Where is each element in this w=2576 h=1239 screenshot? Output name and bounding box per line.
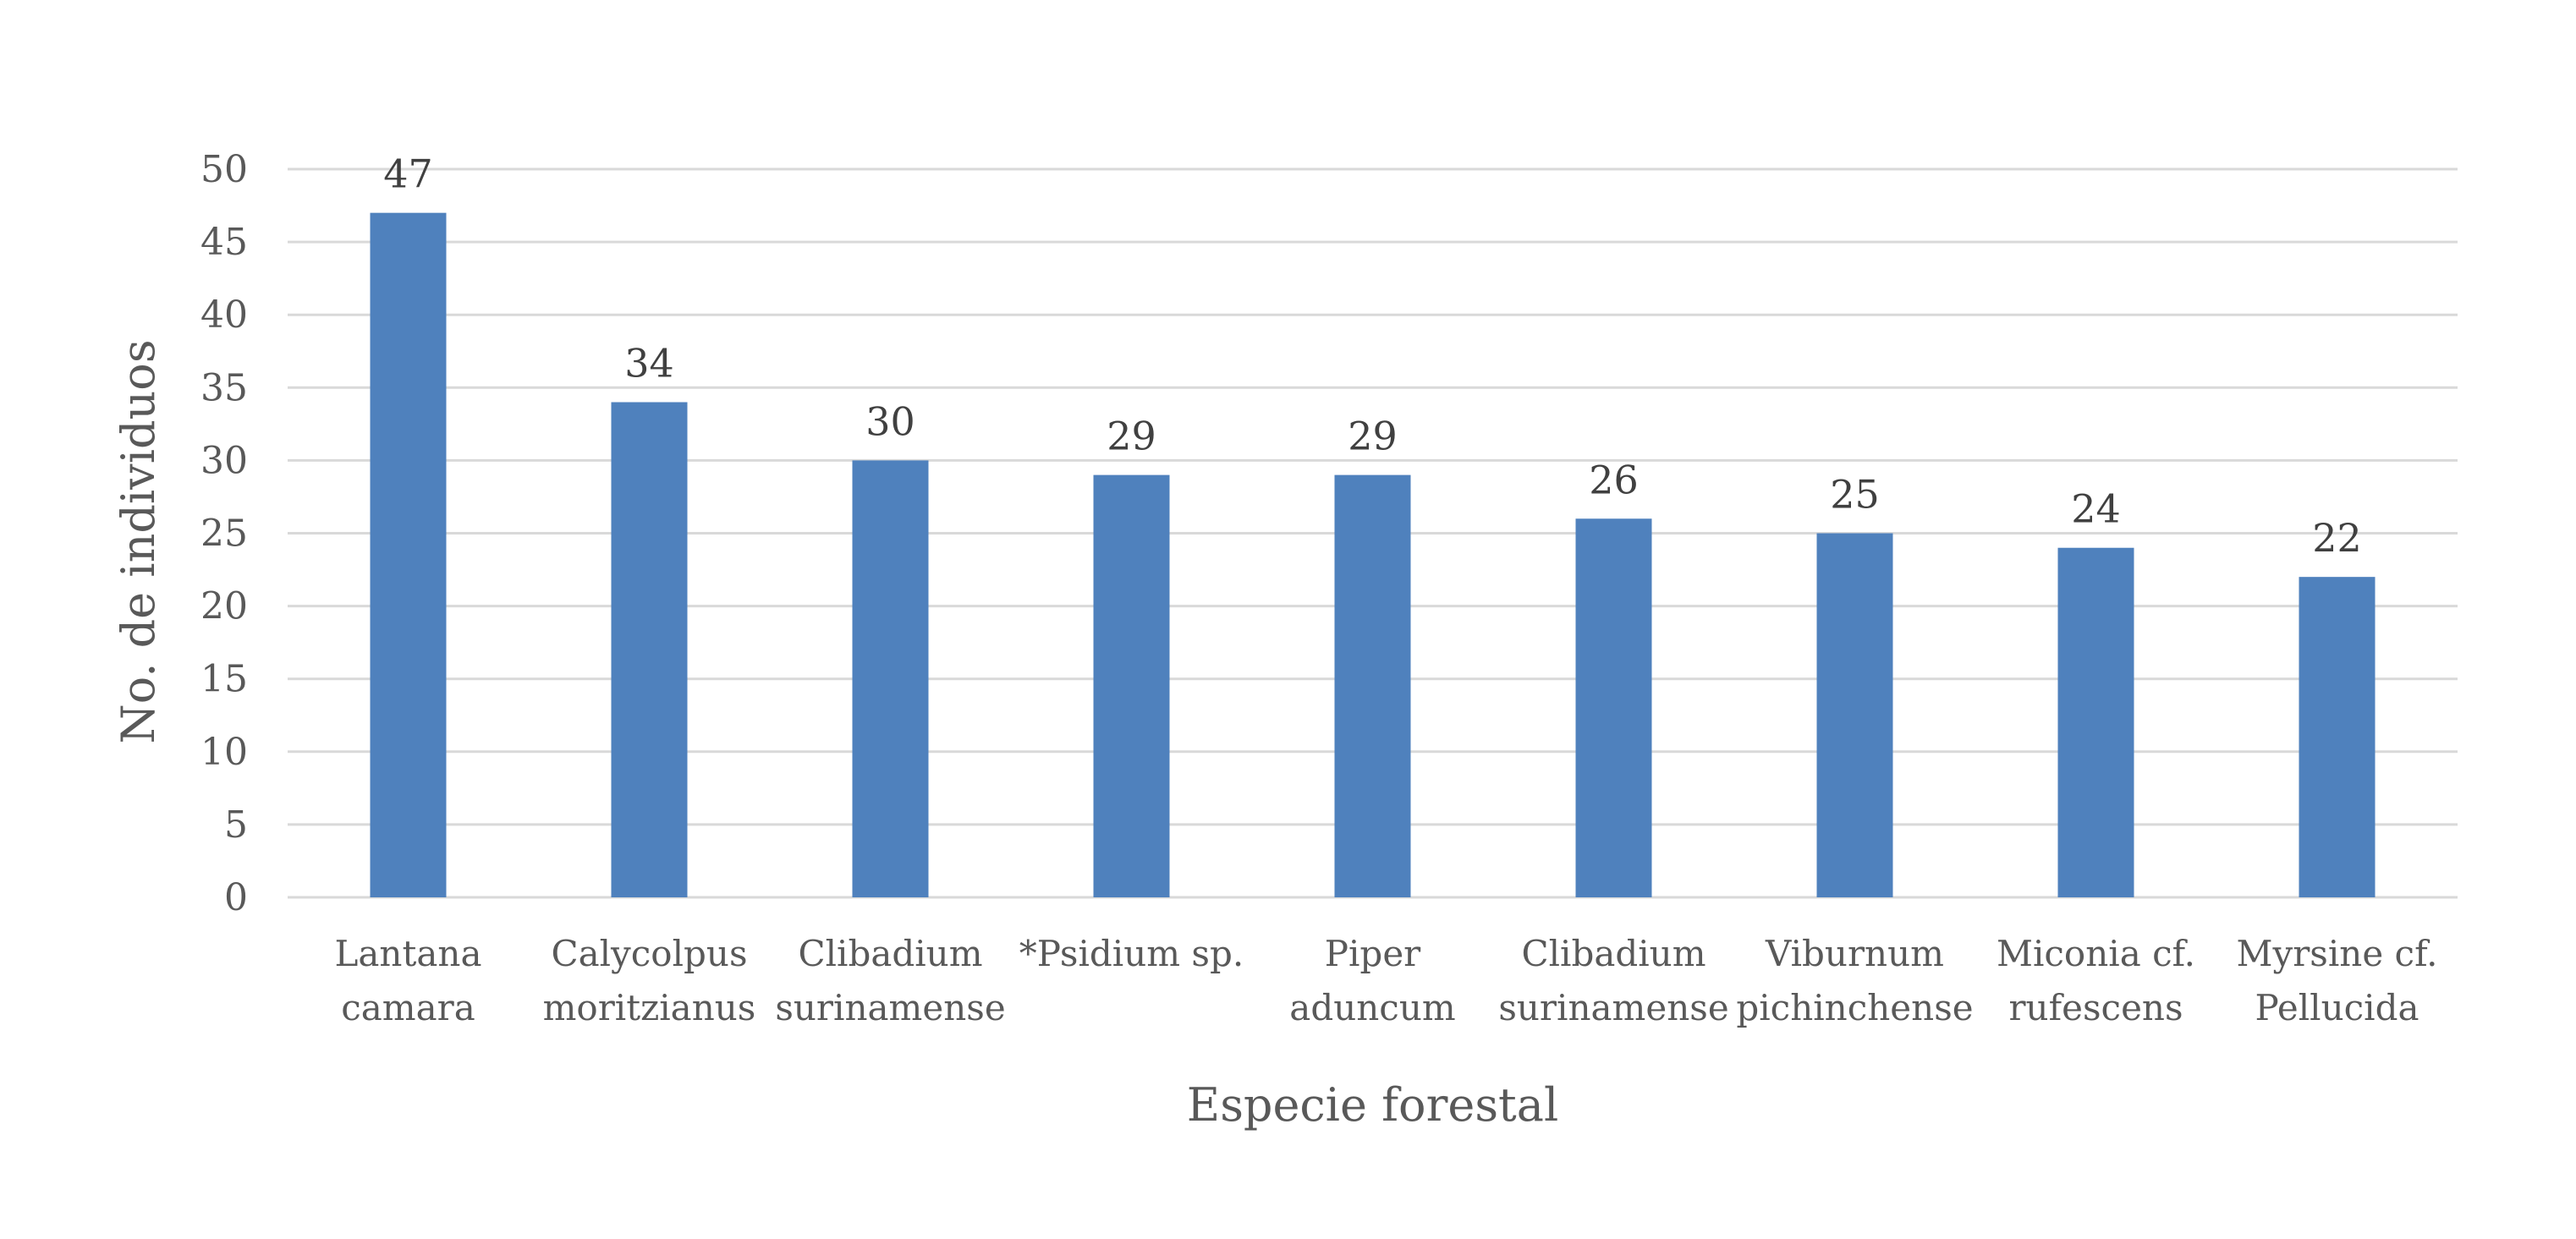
bar [1575,518,1652,897]
data-label: 24 [2071,486,2121,532]
category-label: camara [341,987,475,1028]
category-label: Myrsine cf. [2237,933,2438,974]
bar [370,212,447,897]
category-label: moritzianus [543,987,756,1028]
category-label: aduncum [1289,987,1455,1028]
y-tick-label: 30 [200,439,248,482]
y-tick-label: 25 [200,513,248,556]
bar [852,460,929,897]
category-label: Clibadium [798,933,982,974]
y-tick-label: 40 [200,293,248,337]
category-label: surinamense [1498,987,1728,1028]
x-axis-title: Especie forestal [1187,1078,1558,1132]
category-label: Calycolpus [551,933,747,974]
y-tick-label: 0 [224,876,248,919]
bars [370,212,2376,897]
bar [1334,474,1411,897]
bar [2057,547,2134,897]
category-label: Pellucida [2255,987,2419,1028]
bar [1093,474,1170,897]
y-tick-label: 35 [200,366,248,409]
y-tick-label: 50 [200,148,248,191]
bar [1816,533,1893,897]
data-label: 22 [2312,515,2362,561]
data-label: 30 [865,398,915,444]
category-label: surinamense [775,987,1005,1028]
data-label: 47 [383,151,433,197]
category-label: rufescens [2008,987,2183,1028]
bar [2299,577,2376,897]
category-label: Clibadium [1521,933,1705,974]
data-labels: 47 34 30 29 29 26 25 24 22 [383,151,2362,561]
y-tick-label: 10 [200,731,248,774]
y-tick-label: 45 [200,221,248,264]
data-label: 25 [1830,472,1880,518]
y-tick-label: 15 [200,658,248,701]
data-label: 29 [1107,414,1156,459]
data-label: 34 [624,341,674,387]
data-label: 26 [1589,457,1639,502]
bar [611,402,688,897]
y-axis-ticks: 0 5 10 15 20 25 30 35 40 45 50 [200,148,248,919]
category-label: Miconia cf. [1997,933,2195,974]
category-label: Lantana [335,933,482,974]
category-label: Viburnum [1765,933,1944,974]
y-axis-title: No. de individuos [112,339,165,743]
y-tick-label: 20 [200,585,248,628]
category-label: *Psidium sp. [1019,933,1244,974]
category-label: pichinchense [1736,987,1973,1028]
category-label: Piper [1325,933,1421,974]
data-label: 29 [1348,414,1398,459]
x-axis-categories: Lantana camara Calycolpus moritzianus Clibad… [335,933,2438,1028]
y-tick-label: 5 [224,803,248,847]
